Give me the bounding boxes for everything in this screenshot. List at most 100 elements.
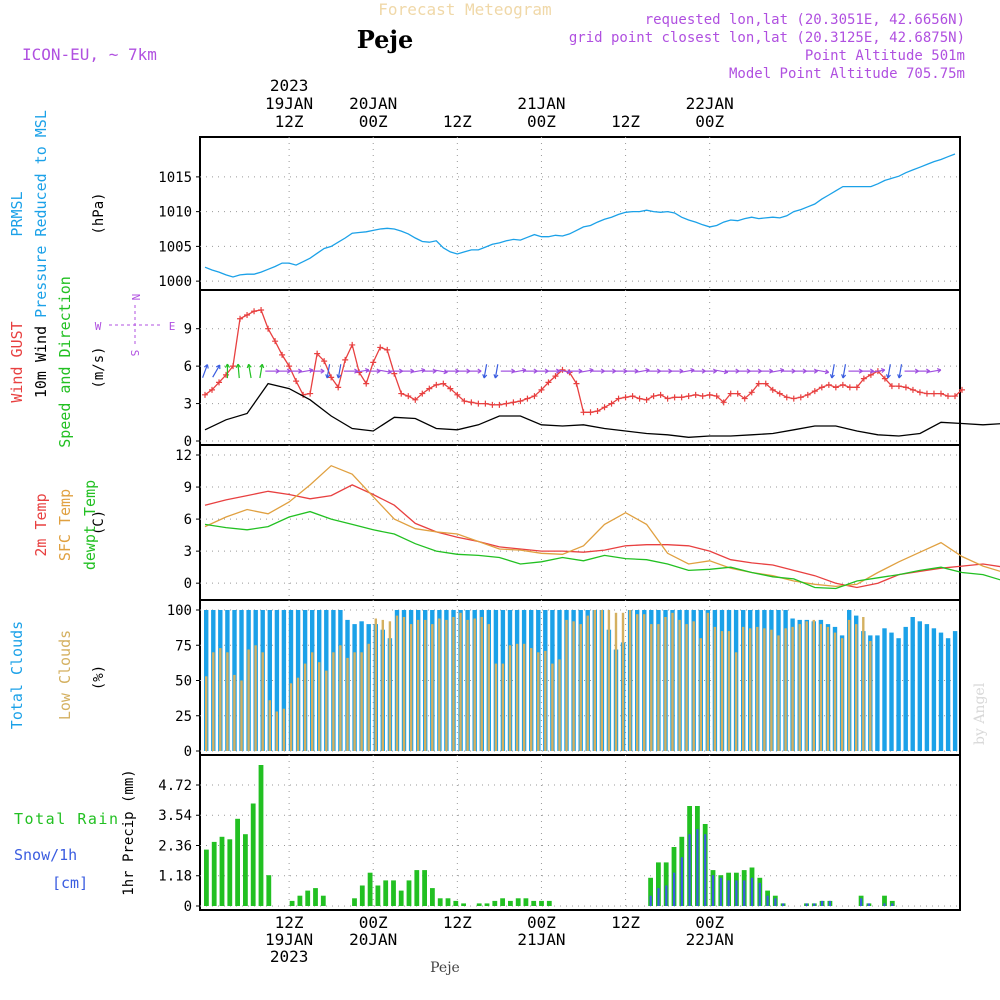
- clouds-bar-low-clouds: [445, 619, 448, 751]
- clouds-ylabel: (%): [91, 665, 107, 690]
- precip-bar-total-rain: [266, 875, 272, 906]
- gust-point-marker: [881, 375, 888, 382]
- gust-point-marker: [440, 380, 447, 387]
- wind-arrow-head: [215, 364, 221, 370]
- clouds-bar-low-clouds: [508, 645, 512, 752]
- wind-direction-arrow: [887, 364, 891, 379]
- precip-bar-total-rain: [523, 898, 529, 906]
- gust-point-marker: [776, 390, 783, 397]
- top-time-label: 21JAN: [517, 94, 565, 113]
- gust-point-marker: [265, 325, 272, 332]
- clouds-bar-low-clouds: [247, 649, 250, 751]
- clouds-bar-low-clouds: [438, 618, 441, 751]
- gust-point-marker: [258, 306, 265, 313]
- gust-point-marker: [944, 393, 951, 400]
- precip-bar-total-rain: [663, 862, 669, 906]
- precip-bar-snow-1h: [758, 882, 761, 906]
- gust-point-marker: [959, 386, 966, 393]
- gust-point-marker: [307, 390, 314, 397]
- clouds-bar-low-clouds: [805, 621, 808, 751]
- wind-direction-arrow: [212, 364, 221, 378]
- gust-point-marker: [888, 383, 895, 390]
- gust-point-marker: [615, 395, 622, 402]
- wind-ytick-label: 6: [184, 359, 192, 375]
- gust-point-marker: [846, 384, 853, 391]
- gust-point-marker: [419, 390, 426, 397]
- precip-bar-total-rain: [422, 870, 427, 906]
- clouds-bar-low-clouds: [226, 652, 229, 751]
- wind-direction-arrow: [926, 369, 941, 373]
- wind-ylabel: (m/s): [91, 346, 107, 388]
- bottom-time-label: 20JAN: [349, 930, 397, 949]
- gust-point-marker: [398, 390, 405, 397]
- wind-arrow-head: [493, 374, 499, 379]
- gust-point-marker: [636, 395, 643, 402]
- gust-point-marker: [482, 400, 489, 407]
- precip-bar-snow-1h: [750, 877, 754, 906]
- clouds-bar-low-clouds: [318, 662, 321, 751]
- wind-ytick-label: 0: [184, 434, 192, 450]
- top-time-label: 12Z: [611, 112, 640, 131]
- clouds-bar-total-clouds: [267, 610, 272, 751]
- precip-bar-total-rain: [453, 900, 459, 906]
- wind-direction-arrow: [870, 369, 885, 373]
- gust-point-marker: [531, 393, 538, 400]
- gust-point-marker: [209, 386, 216, 393]
- compass-east: E: [169, 320, 176, 333]
- gust-point-marker: [685, 393, 692, 400]
- clouds-bar-low-clouds: [261, 652, 264, 751]
- bottom-time-label: 2023: [270, 947, 309, 966]
- precip-bar-snow-1h: [680, 857, 683, 906]
- gust-point-marker: [335, 384, 342, 391]
- gust-point-marker: [433, 381, 440, 388]
- precip-bar-total-rain: [211, 841, 217, 906]
- gust-point-marker: [524, 395, 531, 402]
- clouds-bar-low-clouds: [847, 619, 851, 751]
- gust-point-marker: [447, 385, 454, 392]
- precip-bar-total-rain: [406, 880, 412, 906]
- precip-bar-total-rain: [258, 765, 264, 906]
- clouds-bar-low-clouds: [727, 631, 731, 751]
- compass-west: W: [95, 320, 102, 333]
- gust-point-marker: [937, 390, 944, 397]
- clouds-bar-low-clouds: [311, 652, 314, 751]
- gust-point-marker: [741, 395, 748, 402]
- clouds-bar-low-clouds: [537, 652, 540, 751]
- clouds-bar-low-clouds: [833, 632, 837, 751]
- wind-direction-arrow: [337, 364, 342, 379]
- precip-ytick-label: 4.72: [158, 778, 192, 794]
- precip-bar-total-rain: [461, 903, 466, 906]
- precip-bar-snow-1h: [673, 872, 676, 906]
- clouds-bar-low-clouds: [826, 626, 830, 751]
- pressure-series-prmsl: [204, 153, 956, 278]
- gust-point-marker: [720, 399, 727, 406]
- gust-point-marker: [692, 391, 699, 398]
- precip-bar-total-rain: [492, 900, 498, 906]
- gust-point-marker: [650, 393, 657, 400]
- clouds-ytick-label: 0: [184, 744, 192, 760]
- clouds-bar-low-clouds: [233, 674, 236, 751]
- precip-bar-total-rain: [648, 877, 653, 906]
- clouds-bar-total-clouds: [875, 635, 880, 751]
- gust-point-marker: [657, 391, 664, 398]
- precip-ytick-label: 0: [184, 899, 192, 915]
- gust-point-marker: [678, 394, 685, 401]
- precip-bar-total-rain: [882, 895, 887, 906]
- clouds-bar-low-clouds: [586, 615, 589, 751]
- wind-direction-arrow: [483, 364, 488, 379]
- clouds-bar-low-clouds: [212, 652, 215, 751]
- gust-point-marker: [832, 384, 839, 391]
- clouds-bar-low-clouds: [388, 621, 392, 751]
- gust-point-marker: [853, 384, 860, 391]
- clouds-bar-low-clouds: [812, 619, 815, 751]
- gust-point-marker: [496, 401, 503, 408]
- clouds-bar-total-clouds: [931, 628, 937, 751]
- clouds-bar-low-clouds: [205, 676, 208, 751]
- temperature-series-sfc-temp: [204, 464, 1000, 588]
- wind-series-10m-wind: [204, 382, 1000, 438]
- clouds-bar-total-clouds: [889, 632, 894, 751]
- wind-arrow-head: [936, 367, 942, 373]
- precip-ytick-label: 2.36: [158, 838, 192, 854]
- wind-ytick-label: 3: [184, 397, 192, 413]
